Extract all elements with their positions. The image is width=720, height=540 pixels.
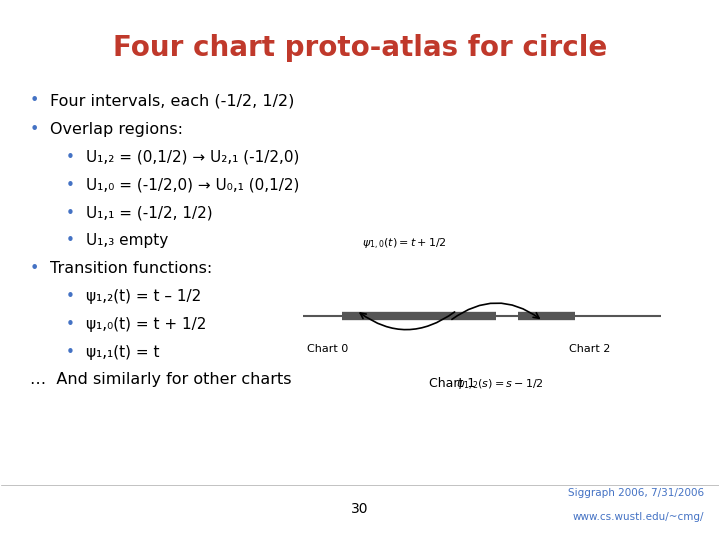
Text: •: • <box>66 206 75 220</box>
Text: $\psi_{1,0}(t)=t+1/2$: $\psi_{1,0}(t)=t+1/2$ <box>362 237 447 252</box>
Text: •: • <box>66 345 75 360</box>
Text: •: • <box>30 93 40 109</box>
Text: Four chart proto-atlas for circle: Four chart proto-atlas for circle <box>113 33 607 62</box>
Text: 30: 30 <box>351 502 369 516</box>
Text: U₁,₃ empty: U₁,₃ empty <box>86 233 168 248</box>
Text: •: • <box>66 178 75 193</box>
Text: U₁,₂ = (0,1/2) → U₂,₁ (-1/2,0): U₁,₂ = (0,1/2) → U₂,₁ (-1/2,0) <box>86 150 300 165</box>
Text: •: • <box>30 261 40 276</box>
Text: ψ₁,₂(t) = t – 1/2: ψ₁,₂(t) = t – 1/2 <box>86 289 202 305</box>
Text: •: • <box>66 150 75 165</box>
Text: U₁,₁ = (-1/2, 1/2): U₁,₁ = (-1/2, 1/2) <box>86 206 212 220</box>
Text: Chart 1: Chart 1 <box>428 377 475 390</box>
Text: Siggraph 2006, 7/31/2006: Siggraph 2006, 7/31/2006 <box>568 488 704 498</box>
Text: •: • <box>30 122 40 137</box>
Text: •: • <box>66 289 75 305</box>
Text: Overlap regions:: Overlap regions: <box>50 122 183 137</box>
Text: Chart 2: Chart 2 <box>569 343 610 354</box>
Text: •: • <box>66 318 75 332</box>
Text: Four intervals, each (-1/2, 1/2): Four intervals, each (-1/2, 1/2) <box>50 93 294 109</box>
Text: •: • <box>66 233 75 248</box>
Text: $\psi_{1,2}(s)=s-1/2$: $\psi_{1,2}(s)=s-1/2$ <box>456 377 544 393</box>
Text: www.cs.wustl.edu/~cmg/: www.cs.wustl.edu/~cmg/ <box>573 512 704 523</box>
Text: Chart 0: Chart 0 <box>307 343 348 354</box>
Text: ψ₁,₁(t) = t: ψ₁,₁(t) = t <box>86 345 160 360</box>
Text: U₁,₀ = (-1/2,0) → U₀,₁ (0,1/2): U₁,₀ = (-1/2,0) → U₀,₁ (0,1/2) <box>86 178 300 193</box>
Text: ψ₁,₀(t) = t + 1/2: ψ₁,₀(t) = t + 1/2 <box>86 318 207 332</box>
Text: …  And similarly for other charts: … And similarly for other charts <box>30 372 292 387</box>
Text: Transition functions:: Transition functions: <box>50 261 212 276</box>
